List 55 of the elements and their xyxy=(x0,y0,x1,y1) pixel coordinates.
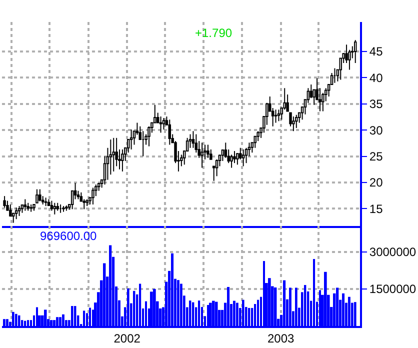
candlestick xyxy=(277,109,280,122)
candlestick xyxy=(82,198,86,210)
y-tick-label: 15 xyxy=(369,202,384,216)
candlestick xyxy=(36,188,38,204)
candlestick xyxy=(210,148,212,160)
y-tick-label: 3000000 xyxy=(369,245,416,260)
x-tick-label: 2002 xyxy=(114,331,141,346)
candlestick xyxy=(50,200,54,212)
y-tick-label: 25 xyxy=(369,149,384,164)
candlestick xyxy=(159,116,162,134)
candlestick xyxy=(242,148,245,167)
y-tick-label: 1500000 xyxy=(369,282,416,296)
candlestick xyxy=(295,114,298,128)
candlestick xyxy=(130,129,133,150)
candlestick xyxy=(9,204,12,216)
candlestick xyxy=(345,44,348,64)
candlestick xyxy=(310,84,313,99)
candlestick xyxy=(92,187,94,205)
candlestick xyxy=(256,130,260,142)
y-tick-label: 35 xyxy=(369,97,384,112)
candlestick xyxy=(168,119,172,146)
candlestick xyxy=(274,109,278,124)
candlestick xyxy=(283,88,286,110)
candlestick xyxy=(206,144,210,158)
candlestick xyxy=(121,148,124,172)
candlestick xyxy=(148,126,150,147)
candlestick xyxy=(162,118,166,130)
y-tick-label: 20 xyxy=(369,176,384,190)
candlestick xyxy=(354,39,357,64)
candlestick xyxy=(266,102,268,126)
candlestick xyxy=(271,108,274,127)
candlestick xyxy=(233,150,236,164)
candlestick xyxy=(192,130,195,148)
candlestick xyxy=(24,198,27,212)
candlestick xyxy=(322,92,324,112)
candlestick xyxy=(53,202,56,215)
candlestick xyxy=(112,137,115,172)
y-tick-label: 45 xyxy=(369,44,384,59)
candlestick xyxy=(318,88,322,112)
candlestick xyxy=(215,158,218,177)
annotation: +1.790 xyxy=(195,26,232,40)
candlestick xyxy=(230,154,233,168)
candlestick xyxy=(289,112,292,127)
candlestick xyxy=(14,207,18,220)
x-tick-label: 2003 xyxy=(267,331,294,346)
candlestick xyxy=(306,88,310,104)
candlestick xyxy=(3,196,6,208)
candlestick xyxy=(188,134,192,148)
candlestick xyxy=(18,206,21,216)
annotation: 969600.00 xyxy=(40,229,98,243)
candlestick xyxy=(200,142,204,168)
y-tick-label: 40 xyxy=(369,70,384,85)
candlestick xyxy=(38,188,42,202)
candlestick xyxy=(292,116,295,132)
y-tick-label: 30 xyxy=(369,123,384,138)
